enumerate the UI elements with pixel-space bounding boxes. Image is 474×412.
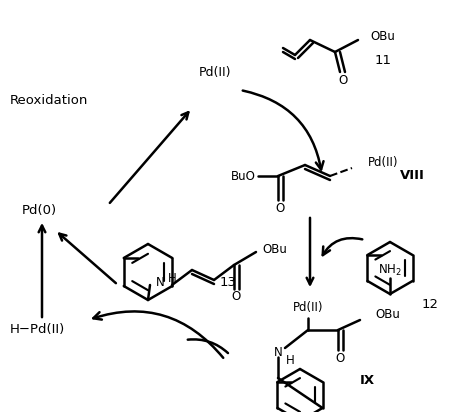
Text: OBu: OBu — [375, 309, 400, 321]
Text: O: O — [338, 73, 347, 87]
Text: H: H — [168, 272, 176, 285]
Text: N: N — [155, 276, 164, 288]
Text: 12: 12 — [421, 299, 438, 311]
Text: N: N — [273, 346, 283, 358]
Text: O: O — [231, 290, 241, 304]
Text: Pd(II): Pd(II) — [293, 302, 323, 314]
Text: Pd(II): Pd(II) — [199, 66, 231, 79]
Text: O: O — [336, 351, 345, 365]
Text: OBu: OBu — [262, 243, 287, 255]
Text: H: H — [286, 353, 294, 367]
Text: IX: IX — [360, 374, 375, 386]
Text: VIII: VIII — [400, 169, 425, 182]
Text: Reoxidation: Reoxidation — [10, 94, 88, 106]
Text: OBu: OBu — [370, 30, 395, 42]
Text: NH$_2$: NH$_2$ — [378, 262, 402, 278]
Text: 13: 13 — [220, 276, 237, 288]
Text: H−Pd(II): H−Pd(II) — [10, 323, 65, 337]
Text: Pd(II): Pd(II) — [368, 155, 399, 169]
Text: BuO: BuO — [231, 169, 256, 183]
Text: Pd(0): Pd(0) — [22, 204, 57, 216]
Text: O: O — [275, 201, 284, 215]
Text: 11: 11 — [375, 54, 392, 66]
